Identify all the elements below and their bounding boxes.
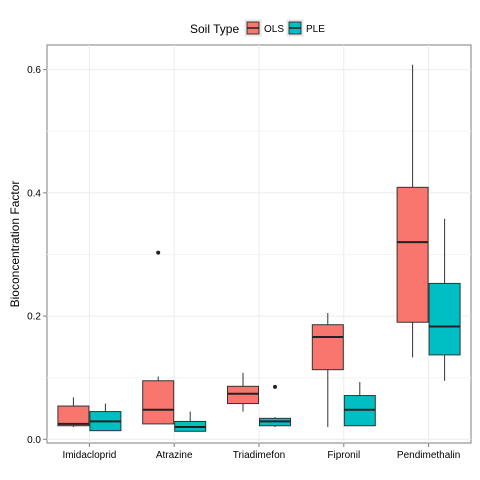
box-ols-triadimefon	[227, 372, 259, 412]
box-iqr	[428, 282, 461, 356]
box-ols-atrazine	[142, 250, 175, 425]
box-ols-imidacloprid	[57, 397, 90, 427]
box-ple-imidacloprid	[89, 403, 122, 432]
legend-label: PLE	[306, 24, 325, 35]
axes: 0.0 0.2 0.4 0.6 Imidacloprid Atrazine Triadime…	[27, 65, 460, 461]
box-iqr	[311, 324, 344, 371]
box-iqr	[57, 405, 90, 427]
y-axis-label: Bioconcentration Factor	[8, 181, 22, 308]
outlier-point	[156, 250, 161, 255]
x-tick-label: Triadimefon	[233, 450, 285, 461]
x-tick-label: Fipronil	[327, 450, 360, 461]
box-ols-pendimethalin	[396, 64, 429, 358]
legend-label: OLS	[264, 24, 284, 35]
box-ple-fipronil	[343, 382, 376, 427]
box-iqr	[142, 380, 175, 425]
box-iqr	[227, 385, 259, 405]
x-tick-label: Pendimethalin	[397, 450, 460, 461]
legend-title: Soil Type	[190, 22, 239, 36]
y-tick-label: 0.4	[27, 188, 41, 199]
x-tick-label: Imidacloprid	[62, 450, 116, 461]
legend: Soil Type OLS PLE	[190, 19, 325, 37]
legend-item-ols: OLS	[244, 19, 284, 37]
box-ols-fipronil	[311, 313, 344, 427]
y-tick-label: 0.0	[27, 435, 41, 446]
legend-item-ple: PLE	[286, 19, 325, 37]
y-tick-label: 0.2	[27, 312, 41, 323]
box-ple-triadimefon	[259, 384, 291, 427]
outlier-point	[273, 384, 277, 389]
box-iqr	[396, 186, 429, 323]
x-tick-label: Atrazine	[156, 450, 193, 461]
y-tick-label: 0.6	[27, 65, 41, 76]
box-ple-atrazine	[174, 411, 207, 432]
boxes	[57, 64, 461, 432]
box-ple-pendimethalin	[428, 218, 461, 381]
